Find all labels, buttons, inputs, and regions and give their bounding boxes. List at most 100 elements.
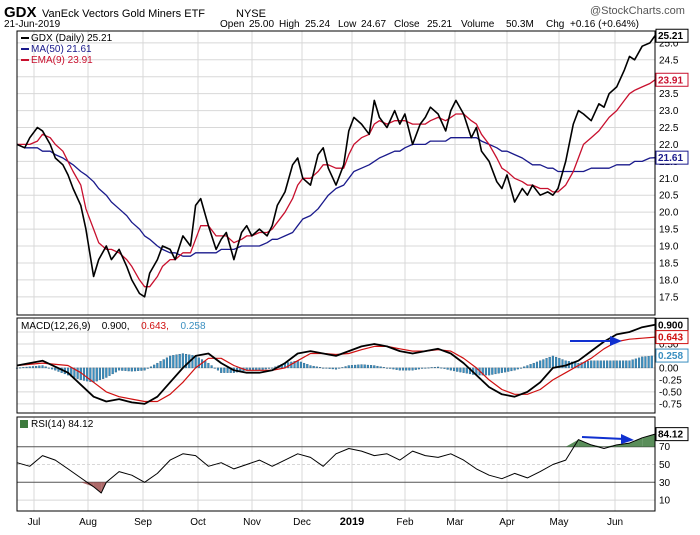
macd-histogram-bar	[44, 366, 47, 369]
macd-histogram-bar	[484, 367, 487, 376]
ma50-line	[16, 137, 656, 257]
price-y-tick-label: 20.5	[659, 191, 679, 202]
macd-histogram-bar	[465, 367, 468, 374]
macd-histogram-bar	[111, 367, 114, 375]
rsi-y-tick-label: 30	[659, 478, 671, 489]
macd-histogram-bar	[526, 365, 529, 369]
macd-histogram-bar	[293, 361, 296, 369]
price-y-tick-label: 18.0	[659, 275, 679, 286]
macd-histogram-bar	[114, 367, 117, 373]
macd-histogram-bar	[325, 367, 328, 369]
macd-histogram-bar	[47, 367, 50, 369]
open-label: Open	[220, 19, 244, 30]
macd-histogram-bar	[223, 367, 226, 373]
macd-histogram-bar	[519, 367, 523, 369]
open-value: 25.00	[249, 19, 274, 30]
price-y-tick-label: 24.5	[659, 55, 679, 66]
macd-histogram-bar	[449, 367, 452, 371]
macd-y-tick-label: 0.00	[659, 363, 679, 374]
macd-histogram-bar	[618, 360, 621, 369]
macd-histogram-bar	[529, 364, 532, 369]
macd-histogram-bar	[443, 367, 446, 369]
hist-last-value-box	[655, 348, 689, 363]
x-axis-label-bottom: Nov	[243, 517, 261, 528]
high-value: 25.24	[305, 19, 330, 30]
macd-histogram-bar	[318, 367, 322, 369]
macd-histogram-bar	[296, 360, 299, 369]
macd-histogram-bar	[408, 367, 411, 371]
x-axis-label-bottom: Aug	[79, 517, 97, 528]
macd-histogram-bar	[95, 367, 98, 382]
macd-histogram-bar	[532, 362, 535, 369]
low-label: Low	[338, 19, 357, 30]
macd-panel-border	[16, 317, 656, 414]
macd-histogram-bar	[405, 367, 408, 371]
macd-histogram-bar	[494, 367, 497, 375]
macd-histogram-bar	[596, 360, 599, 369]
macd-histogram-bar	[590, 360, 593, 369]
macd-histogram-bar	[181, 353, 184, 369]
x-axis-label-bottom: Oct	[190, 517, 206, 528]
price-y-tick-label: 23.5	[659, 89, 679, 100]
macd-histogram-bar	[31, 366, 34, 369]
macd-histogram-bar	[341, 367, 344, 369]
macd-legend-entry: 0.258	[181, 321, 206, 332]
price-y-tick-label: 19.5	[659, 225, 679, 236]
macd-histogram-bar	[121, 367, 124, 371]
macd-histogram-bar	[437, 366, 440, 369]
close-value: 25.21	[427, 19, 452, 30]
price-panel-border	[16, 30, 656, 316]
macd-histogram-bar	[634, 358, 637, 369]
ema-last-value-box	[655, 72, 689, 87]
macd-histogram-bar	[41, 365, 44, 369]
ema9-line	[17, 79, 656, 288]
macd-line	[16, 323, 656, 405]
macd-histogram-bar	[350, 365, 353, 369]
macd-histogram-bar	[370, 365, 373, 369]
macd-histogram-bar	[548, 356, 551, 369]
macd-histogram-bar	[191, 355, 194, 369]
macd-histogram-bar	[153, 364, 156, 369]
macd-histogram-bar	[328, 367, 331, 369]
close-label: Close	[394, 19, 420, 30]
macd-histogram-bar	[650, 355, 653, 369]
macd-histogram-bar	[264, 367, 267, 370]
chart-panels: 25.024.524.023.523.022.522.021.521.020.5…	[15, 28, 689, 528]
macd-y-tick-label: -0.25	[659, 375, 682, 386]
macd-histogram-bar	[175, 354, 178, 369]
macd-histogram-bar	[561, 359, 564, 369]
macd-histogram-bar	[261, 367, 264, 370]
rsi-last-value: 84.12	[658, 430, 683, 441]
macd-histogram-bar	[571, 361, 574, 369]
macd-histogram-bar	[89, 367, 92, 382]
macd-histogram-bar	[401, 367, 405, 371]
macd-histogram-bar	[433, 367, 436, 369]
macd-legend-entry: MACD(12,26,9)	[21, 321, 90, 332]
macd-histogram-bar	[267, 367, 271, 369]
macd-histogram-bar	[376, 365, 379, 369]
price-y-tick-label: 18.5	[659, 258, 679, 269]
macd-histogram-bar	[92, 367, 95, 383]
price-y-tick-label: 19.0	[659, 242, 679, 253]
macd-histogram-bar	[446, 367, 449, 370]
chart-date: 21-Jun-2019	[4, 19, 61, 30]
macd-histogram-bar	[130, 367, 133, 372]
ema-last-value: 23.91	[658, 75, 683, 86]
macd-histogram-bar	[507, 367, 510, 372]
exchange-name: NYSE	[236, 8, 266, 20]
ma-last-value: 21.61	[658, 153, 683, 164]
macd-histogram-bar	[19, 367, 22, 369]
macd-histogram-bar	[638, 357, 641, 369]
macd-histogram-bar	[382, 367, 385, 369]
change-label: Chg	[546, 19, 564, 30]
rsi-arrow-shaft	[581, 436, 625, 440]
legend-entry: GDX (Daily) 25.21	[31, 33, 113, 44]
macd-histogram-bar	[551, 355, 554, 369]
macd-histogram-bar	[417, 367, 420, 370]
macd-histogram-bar	[539, 360, 542, 369]
macd-histogram-bar	[86, 367, 89, 382]
macd-histogram-bar	[411, 367, 414, 371]
macd-histogram-bar	[580, 362, 583, 369]
x-axis-label-bottom: Sep	[134, 517, 152, 528]
